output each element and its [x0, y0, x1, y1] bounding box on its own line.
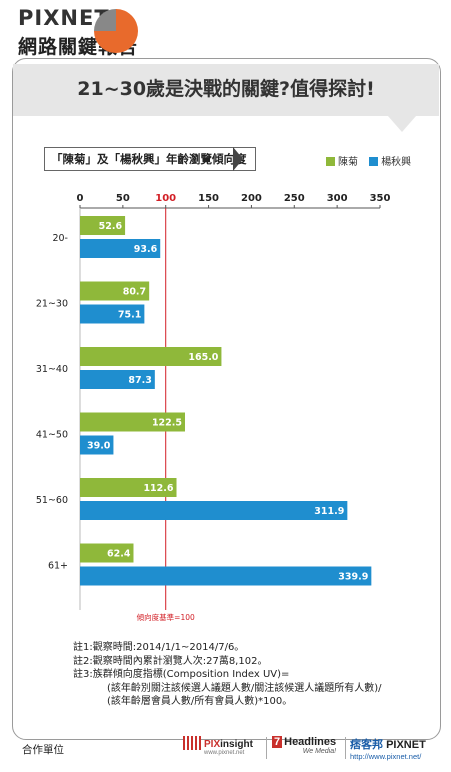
x-tick-label: 300 — [327, 193, 348, 204]
pixinsight-url: www.pixnet.net — [204, 750, 245, 756]
pixinsight-a: PIX — [204, 739, 221, 750]
bar-chen — [80, 478, 177, 497]
note-2: 註2:觀察時間內累計瀏覽人次:27萬8,102。 — [73, 655, 268, 667]
x-tick-label: 100 — [155, 193, 176, 204]
headline-band: 21~30歲是決戰的關鍵?值得探討! — [13, 64, 439, 116]
x-tick-label: 250 — [284, 193, 305, 204]
pixnet-url: http://www.pixnet.net/ — [350, 752, 422, 761]
x-tick-label: 0 — [77, 193, 84, 204]
footer-label: 合作單位 — [22, 744, 64, 756]
bar-yang — [80, 304, 145, 324]
headlines-tagline: We Media! — [302, 748, 337, 755]
chart-title-arrow-icon — [233, 147, 243, 171]
category-label: 41~50 — [36, 430, 68, 441]
footer-divider-1 — [266, 737, 267, 759]
note-3-line-a: (該年齡別關注該候選人議題人數/關注該候選人議題所有人數)/ — [107, 682, 382, 694]
bar-chen — [80, 543, 134, 563]
legend: 陳菊 楊秋興 — [326, 153, 419, 168]
partner-7headlines: 7 Headlines We Media! — [272, 736, 336, 755]
bar-chen — [80, 412, 185, 432]
partner-pixnet: 痞客邦 PIXNET http://www.pixnet.net/ — [350, 736, 426, 761]
reference-line-label: 傾向度基準=100 — [137, 612, 195, 622]
x-tick-label: 350 — [370, 193, 391, 204]
category-label: 31~40 — [36, 364, 68, 375]
headlines-number: 7 — [272, 736, 283, 748]
category-label: 20- — [52, 233, 68, 244]
bar-chen — [80, 281, 150, 301]
chart-title-box: 「陳菊」及「楊秋興」年齡瀏覽傾向度 — [44, 147, 256, 171]
headline-notch — [388, 116, 416, 132]
data-label: 39.0 — [87, 441, 111, 452]
brand-name: PIXNET — [18, 6, 110, 30]
bar-yang — [80, 566, 372, 586]
legend-swatch-chen — [326, 157, 335, 166]
category-label: 61+ — [48, 561, 68, 572]
pixnet-english: PIXNET — [386, 739, 426, 751]
data-label: 122.5 — [152, 418, 182, 429]
chart-title: 「陳菊」及「楊秋興」年齡瀏覽傾向度 — [51, 152, 247, 166]
data-label: 80.7 — [123, 287, 146, 298]
notes: 註1:觀察時間:2014/1/1~2014/7/6。 註2:觀察時間內累計瀏覽人… — [73, 641, 382, 709]
bar-chen — [80, 216, 126, 235]
legend-swatch-yang — [369, 157, 379, 166]
note-3-line-b: (該年齡層會員人數/所有會員人數)*100。 — [107, 696, 293, 707]
footer-divider-2 — [345, 737, 346, 759]
data-label: 52.6 — [99, 221, 123, 232]
note-3: 註3:族群傾向度指標(Composition Index UV)= — [73, 669, 290, 680]
legend-label-yang: 楊秋興 — [381, 157, 412, 168]
data-label: 87.3 — [128, 375, 151, 386]
data-label: 93.6 — [134, 244, 158, 255]
data-label: 62.4 — [107, 549, 131, 560]
x-tick-label: 50 — [116, 193, 130, 204]
partner-pixinsight: PIXinsight www.pixnet.net — [183, 736, 253, 756]
x-tick-label: 200 — [241, 193, 262, 204]
pixinsight-b: insight — [220, 739, 253, 750]
data-label: 311.9 — [314, 506, 344, 517]
note-1: 註1:觀察時間:2014/1/1~2014/7/6。 — [73, 642, 245, 653]
pixnet-chinese: 痞客邦 — [350, 739, 383, 751]
headline: 21~30歲是決戰的關鍵?值得探討! — [77, 78, 375, 100]
headlines-name: Headlines — [284, 736, 337, 748]
report-frame — [12, 58, 441, 740]
pixinsight-bars-icon — [183, 736, 201, 750]
x-tick-label: 150 — [198, 193, 219, 204]
data-label: 165.0 — [188, 352, 218, 363]
category-label: 21~30 — [36, 299, 68, 310]
data-label: 75.1 — [118, 310, 141, 321]
bar-yang — [80, 370, 155, 389]
data-label: 339.9 — [338, 572, 368, 583]
legend-label-chen: 陳菊 — [338, 157, 358, 168]
bar-yang — [80, 239, 161, 258]
bar-yang — [80, 435, 114, 455]
brand-pie-icon — [94, 9, 138, 53]
bar-chen — [80, 347, 222, 366]
data-label: 112.6 — [143, 483, 173, 494]
category-label: 51~60 — [36, 495, 68, 506]
bar-yang — [80, 501, 348, 520]
